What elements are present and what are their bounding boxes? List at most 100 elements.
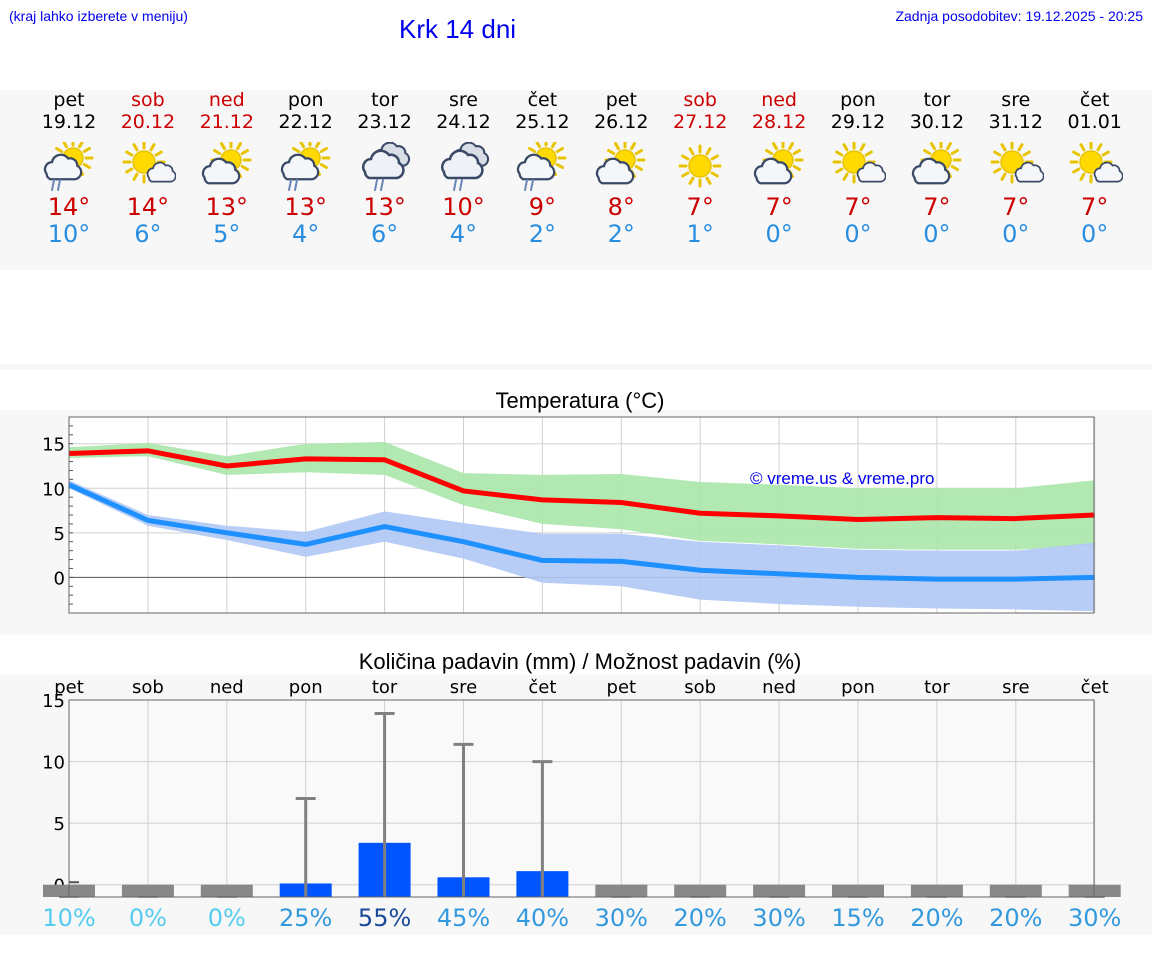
precipitation-x-label: tor: [924, 677, 950, 698]
sun-cloud-icon: [596, 142, 646, 185]
sun-small-cloud-icon: [1069, 142, 1123, 184]
precipitation-probability: 30%: [595, 904, 648, 932]
min-temperature: 0°: [1081, 220, 1109, 248]
day-date: 26.12: [594, 111, 649, 133]
sun-cloud-rain-icon: [517, 142, 567, 191]
day-name: pon: [840, 89, 876, 111]
temperature-plot-frame: [68, 416, 1095, 614]
page-title: Krk 14 dni: [399, 14, 517, 44]
min-temperature: 0°: [844, 220, 872, 248]
precipitation-probability: 30%: [1068, 904, 1121, 932]
min-temperature: 10°: [47, 220, 91, 248]
max-temperature: 13°: [205, 193, 249, 221]
day-date: 28.12: [751, 111, 807, 133]
day-date: 22.12: [278, 111, 333, 133]
day-name: tor: [371, 89, 399, 111]
day-date: 01.01: [1067, 111, 1122, 133]
max-temperature: 7°: [1002, 193, 1030, 221]
forecast-day: sre 24.12 10° 4°: [424, 89, 504, 249]
precipitation-probability: 20%: [910, 904, 963, 932]
precipitation-plot-frame: [68, 699, 1095, 898]
day-date: 19.12: [41, 111, 97, 133]
precipitation-x-label: sob: [684, 677, 716, 698]
day-name: pon: [287, 89, 324, 111]
min-temperature: 5°: [213, 220, 241, 248]
precipitation-bar: [989, 884, 1042, 897]
precipitation-probability: 30%: [752, 904, 805, 932]
min-temperature: 0°: [1002, 220, 1030, 248]
precipitation-x-label: ned: [210, 677, 244, 698]
precipitation-probability: 55%: [358, 904, 411, 932]
min-temperature: 0°: [923, 220, 951, 248]
forecast-day: pon 29.12 7° 0°: [818, 90, 898, 248]
precipitation-x-label: čet: [528, 677, 556, 698]
precipitation-x-label: pon: [841, 677, 875, 698]
precipitation-probability: 15%: [831, 904, 884, 932]
min-temperature: 0°: [765, 220, 793, 248]
min-temperature: 6°: [134, 220, 162, 248]
precipitation-probability: 20%: [674, 904, 727, 932]
precipitation-y-tick: 10: [42, 753, 65, 774]
day-name: pet: [605, 89, 637, 111]
day-date: 25.12: [515, 111, 570, 133]
forecast-day: pet 26.12 8° 2°: [581, 89, 661, 249]
max-temperature: 10°: [442, 193, 485, 221]
forecast-day: pet 19.12 14° 10°: [29, 89, 109, 249]
day-name: pet: [53, 89, 85, 111]
precipitation-x-label: pon: [289, 677, 323, 698]
sun-cloud-rain-icon: [43, 142, 94, 191]
precipitation-probability: 0%: [129, 904, 167, 932]
day-name: ned: [208, 89, 245, 111]
temperature-chart-title: Temperatura (°C): [495, 388, 665, 413]
forecast-day: ned 28.12 7° 0°: [739, 89, 819, 249]
precipitation-probability: 25%: [279, 904, 332, 932]
precipitation-x-label: tor: [372, 677, 398, 698]
sun-small-cloud-icon: [122, 142, 176, 184]
sun-cloud-rain-icon: [280, 142, 331, 191]
precipitation-bar: [832, 884, 884, 897]
forecast-day: čet 01.01 7° 0°: [1055, 90, 1135, 248]
temperature-y-tick: 10: [42, 479, 65, 500]
max-temperature: 7°: [765, 193, 793, 221]
day-name: sre: [1001, 89, 1031, 111]
min-temperature: 6°: [370, 220, 399, 248]
day-name: sre: [449, 89, 478, 111]
temperature-y-tick: 15: [42, 435, 65, 456]
precipitation-x-label: sre: [1002, 677, 1029, 698]
forecast-day: pon 22.12 13° 4°: [266, 89, 346, 249]
day-name: ned: [761, 89, 797, 111]
max-temperature: 7°: [844, 193, 872, 221]
min-temperature: 1°: [686, 220, 714, 248]
day-name: sob: [683, 89, 717, 111]
precipitation-bar: [121, 884, 174, 897]
temperature-line-max: [68, 448, 1095, 522]
temperature-range-band-max-range: [69, 441, 1095, 550]
day-date: 20.12: [120, 111, 176, 133]
precipitation-probability: 45%: [437, 904, 490, 932]
day-name: čet: [1079, 89, 1110, 111]
min-temperature: 4°: [292, 220, 320, 248]
precipitation-x-label: čet: [1081, 677, 1109, 698]
max-temperature: 14°: [47, 193, 91, 221]
forecast-day: ned 21.12 13° 5°: [187, 89, 267, 249]
day-date: 31.12: [988, 111, 1043, 133]
temperature-y-tick: 0: [54, 568, 65, 589]
forecast-day: sob 20.12 14° 6°: [108, 90, 188, 248]
max-temperature: 13°: [363, 193, 406, 221]
max-temperature: 7°: [923, 193, 951, 221]
min-temperature: 2°: [607, 220, 635, 248]
sun-cloud-icon: [754, 142, 804, 185]
precipitation-x-label: pet: [607, 677, 637, 698]
max-temperature: 9°: [528, 193, 557, 221]
precipitation-bar: [200, 884, 253, 897]
watermark: © vreme.us & vreme.pro: [750, 469, 934, 488]
day-date: 21.12: [199, 111, 254, 133]
max-temperature: 7°: [686, 193, 714, 221]
sun-icon: [678, 144, 722, 188]
precipitation-y-tick: 5: [54, 814, 65, 835]
sun-small-cloud-icon: [832, 142, 886, 184]
cloud-rain-icon: [361, 142, 410, 191]
cloud-rain-icon: [440, 142, 489, 191]
sun-small-cloud-icon: [990, 142, 1044, 184]
